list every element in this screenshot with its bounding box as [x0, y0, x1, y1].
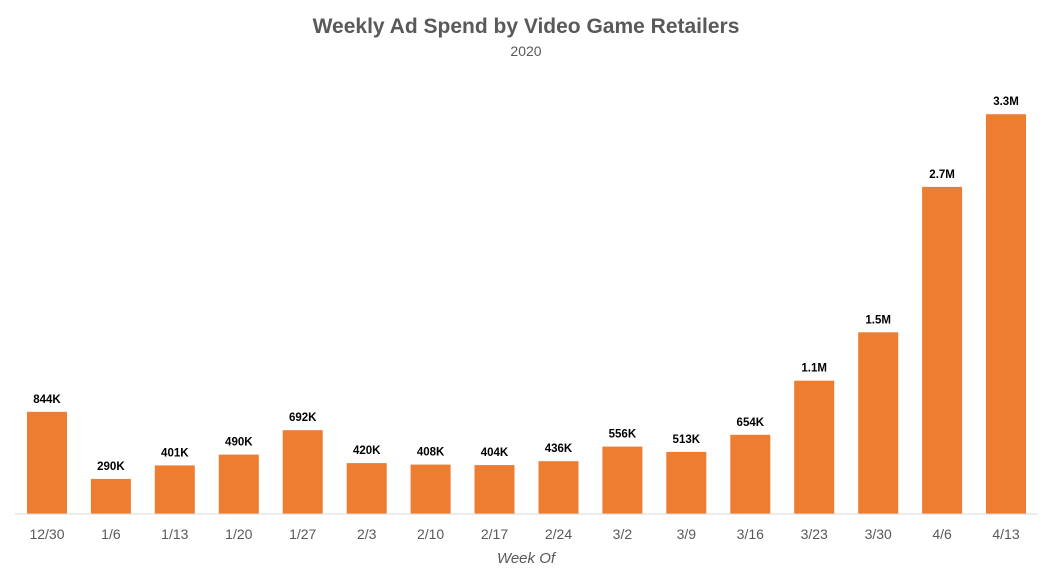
bar-1-20 — [218, 454, 259, 514]
chart-title: Weekly Ad Spend by Video Game Retailers — [313, 15, 740, 38]
bar-3-9 — [666, 451, 707, 514]
x-tick-label-4-13: 4/13 — [992, 526, 1019, 542]
bar-3-30 — [858, 332, 899, 514]
bar-4-13 — [986, 114, 1026, 514]
x-tick-label-4-6: 4/6 — [932, 526, 952, 542]
bar-3-23 — [794, 380, 835, 514]
x-tick-label-2-10: 2/10 — [417, 526, 444, 542]
data-label-3-2: 556K — [609, 429, 637, 441]
bar-3-16 — [730, 434, 771, 514]
x-tick-label-1-20: 1/20 — [225, 526, 252, 542]
bar-1-13 — [154, 465, 195, 514]
x-tick-label-2-3: 2/3 — [357, 526, 377, 542]
x-tick-label-3-23: 3/23 — [801, 526, 828, 542]
data-label-1-20: 490K — [225, 437, 253, 449]
data-label-3-16: 654K — [737, 417, 765, 429]
bar-12-30 — [27, 411, 67, 514]
x-tick-label-1-13: 1/13 — [161, 526, 188, 542]
bar-1-27 — [282, 430, 323, 514]
data-label-3-30: 1.5M — [865, 314, 891, 326]
chart-subtitle: 2020 — [510, 43, 541, 59]
data-label-2-17: 404K — [481, 447, 509, 459]
data-label-2-3: 420K — [353, 445, 381, 457]
bar-3-2 — [602, 446, 643, 514]
bar-1-6 — [90, 478, 131, 514]
data-label-1-27: 692K — [289, 412, 317, 424]
x-tick-label-3-16: 3/16 — [737, 526, 764, 542]
x-axis-label: Week Of — [497, 550, 557, 567]
x-tick-label-2-24: 2/24 — [545, 526, 572, 542]
data-label-12-30: 844K — [33, 394, 61, 406]
bar-4-6 — [922, 186, 963, 514]
x-tick-label-12-30: 12/30 — [29, 526, 64, 542]
data-labels-group: 844K 290K 401K 490K 692K 420K 408K 404K 436K 556K… — [33, 96, 1019, 473]
x-tick-labels-group: 12/30 1/6 1/13 1/20 1/27 2/3 2/10 2/17 2/24 3/2 3/… — [29, 526, 1019, 542]
data-label-3-23: 1.1M — [801, 363, 827, 375]
data-label-1-6: 290K — [97, 461, 125, 473]
bar-2-10 — [410, 464, 451, 514]
data-label-2-10: 408K — [417, 447, 445, 459]
x-tick-label-3-9: 3/9 — [677, 526, 697, 542]
x-tick-label-2-17: 2/17 — [481, 526, 508, 542]
x-tick-label-3-2: 3/2 — [613, 526, 633, 542]
bars-group — [27, 114, 1026, 514]
bar-2-24 — [538, 461, 579, 514]
bar-2-17 — [474, 465, 515, 514]
x-tick-label-1-27: 1/27 — [289, 526, 316, 542]
data-label-4-13: 3.3M — [993, 96, 1019, 108]
bar-2-3 — [346, 463, 387, 514]
x-tick-label-1-6: 1/6 — [101, 526, 121, 542]
x-tick-label-3-30: 3/30 — [865, 526, 892, 542]
data-label-1-13: 401K — [161, 447, 189, 459]
data-label-4-6: 2.7M — [929, 169, 955, 181]
data-label-2-24: 436K — [545, 443, 573, 455]
data-label-3-9: 513K — [673, 434, 701, 446]
